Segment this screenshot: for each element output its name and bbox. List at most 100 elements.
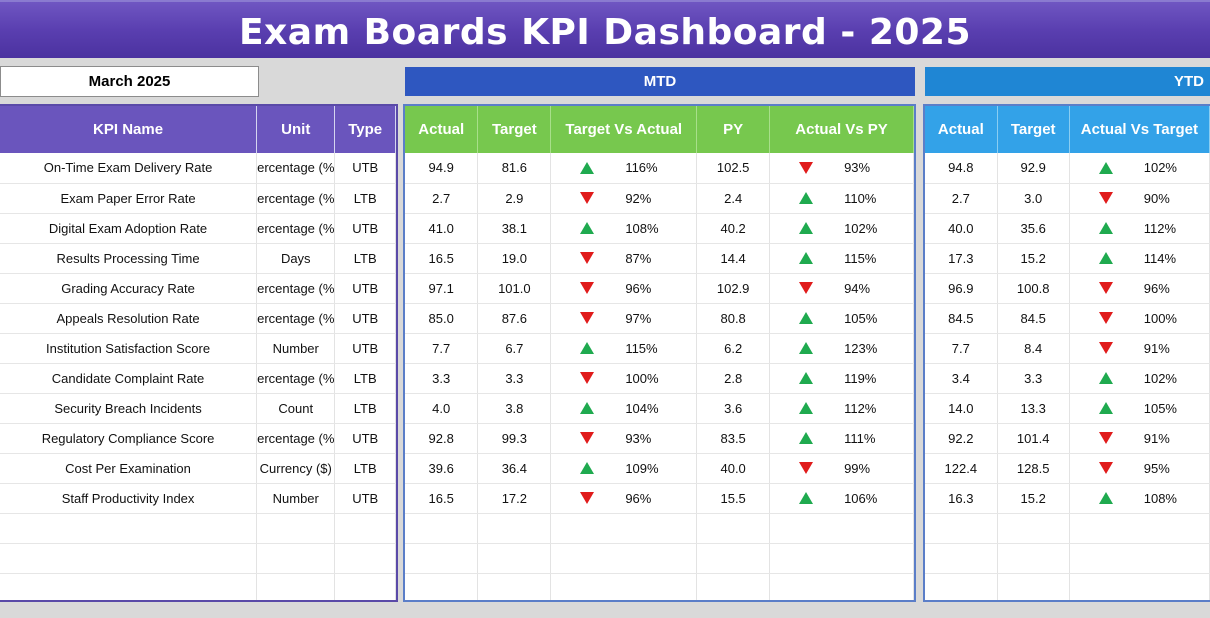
ytd-actual-vs-target-cell[interactable]: 112% bbox=[1069, 213, 1210, 244]
empty-cell[interactable] bbox=[256, 573, 336, 600]
mtd-target-vs-actual-cell[interactable]: 92% bbox=[550, 183, 698, 214]
mtd-target-cell[interactable]: 99.3 bbox=[477, 423, 552, 454]
kpi-name-cell[interactable]: Digital Exam Adoption Rate bbox=[0, 213, 258, 244]
empty-cell[interactable] bbox=[696, 513, 771, 544]
empty-cell[interactable] bbox=[256, 543, 336, 574]
ytd-actual-cell[interactable]: 92.2 bbox=[925, 423, 998, 454]
kpi-type-cell[interactable]: UTB bbox=[334, 303, 396, 334]
mtd-target-cell[interactable]: 3.8 bbox=[477, 393, 552, 424]
header-ytd-target[interactable]: Target bbox=[997, 106, 1070, 153]
empty-cell[interactable] bbox=[925, 513, 998, 544]
ytd-actual-vs-target-cell[interactable]: 105% bbox=[1069, 393, 1210, 424]
header-mtd-actual-vs-py[interactable]: Actual Vs PY bbox=[769, 106, 914, 153]
header-mtd-py[interactable]: PY bbox=[696, 106, 771, 153]
ytd-target-cell[interactable]: 13.3 bbox=[997, 393, 1070, 424]
ytd-actual-cell[interactable]: 2.7 bbox=[925, 183, 998, 214]
ytd-actual-cell[interactable]: 84.5 bbox=[925, 303, 998, 334]
kpi-unit-cell[interactable]: ercentage (% bbox=[256, 213, 336, 244]
mtd-target-vs-actual-cell[interactable]: 100% bbox=[550, 363, 698, 394]
mtd-target-vs-actual-cell[interactable]: 96% bbox=[550, 483, 698, 514]
mtd-actual-cell[interactable]: 16.5 bbox=[405, 243, 479, 274]
empty-cell[interactable] bbox=[1069, 543, 1210, 574]
mtd-target-cell[interactable]: 38.1 bbox=[477, 213, 552, 244]
mtd-target-cell[interactable]: 6.7 bbox=[477, 333, 552, 364]
ytd-actual-cell[interactable]: 94.8 bbox=[925, 153, 998, 184]
header-ytd-actual[interactable]: Actual bbox=[925, 106, 998, 153]
kpi-name-cell[interactable]: Cost Per Examination bbox=[0, 453, 258, 484]
kpi-unit-cell[interactable]: Number bbox=[256, 333, 336, 364]
mtd-py-cell[interactable]: 14.4 bbox=[696, 243, 771, 274]
empty-cell[interactable] bbox=[477, 513, 552, 544]
kpi-type-cell[interactable]: LTB bbox=[334, 393, 396, 424]
empty-cell[interactable] bbox=[550, 513, 698, 544]
mtd-py-cell[interactable]: 102.5 bbox=[696, 153, 771, 184]
mtd-target-vs-actual-cell[interactable]: 115% bbox=[550, 333, 698, 364]
ytd-actual-cell[interactable]: 3.4 bbox=[925, 363, 998, 394]
kpi-name-cell[interactable]: Regulatory Compliance Score bbox=[0, 423, 258, 454]
empty-cell[interactable] bbox=[1069, 513, 1210, 544]
ytd-actual-cell[interactable]: 16.3 bbox=[925, 483, 998, 514]
ytd-actual-vs-target-cell[interactable]: 95% bbox=[1069, 453, 1210, 484]
empty-cell[interactable] bbox=[550, 543, 698, 574]
kpi-type-cell[interactable]: UTB bbox=[334, 213, 396, 244]
header-type[interactable]: Type bbox=[334, 106, 396, 153]
mtd-py-cell[interactable]: 15.5 bbox=[696, 483, 771, 514]
mtd-target-vs-actual-cell[interactable]: 104% bbox=[550, 393, 698, 424]
mtd-actual-cell[interactable]: 16.5 bbox=[405, 483, 479, 514]
mtd-py-cell[interactable]: 6.2 bbox=[696, 333, 771, 364]
mtd-target-vs-actual-cell[interactable]: 97% bbox=[550, 303, 698, 334]
empty-cell[interactable] bbox=[334, 573, 396, 600]
empty-cell[interactable] bbox=[405, 573, 479, 600]
mtd-target-cell[interactable]: 19.0 bbox=[477, 243, 552, 274]
kpi-unit-cell[interactable]: ercentage (% bbox=[256, 423, 336, 454]
empty-cell[interactable] bbox=[769, 513, 914, 544]
mtd-actual-vs-py-cell[interactable]: 102% bbox=[769, 213, 914, 244]
kpi-unit-cell[interactable]: Number bbox=[256, 483, 336, 514]
empty-cell[interactable] bbox=[0, 513, 258, 544]
empty-cell[interactable] bbox=[997, 543, 1070, 574]
header-ytd-actual-vs-target[interactable]: Actual Vs Target bbox=[1069, 106, 1210, 153]
kpi-type-cell[interactable]: UTB bbox=[334, 333, 396, 364]
empty-cell[interactable] bbox=[334, 513, 396, 544]
ytd-actual-vs-target-cell[interactable]: 91% bbox=[1069, 423, 1210, 454]
header-mtd-target[interactable]: Target bbox=[477, 106, 552, 153]
header-kpi-name[interactable]: KPI Name bbox=[0, 106, 258, 153]
mtd-target-vs-actual-cell[interactable]: 108% bbox=[550, 213, 698, 244]
kpi-type-cell[interactable]: LTB bbox=[334, 363, 396, 394]
mtd-actual-vs-py-cell[interactable]: 99% bbox=[769, 453, 914, 484]
empty-cell[interactable] bbox=[925, 543, 998, 574]
ytd-actual-vs-target-cell[interactable]: 114% bbox=[1069, 243, 1210, 274]
ytd-target-cell[interactable]: 35.6 bbox=[997, 213, 1070, 244]
month-selector[interactable]: March 2025 bbox=[0, 66, 259, 97]
mtd-target-vs-actual-cell[interactable]: 109% bbox=[550, 453, 698, 484]
mtd-target-vs-actual-cell[interactable]: 87% bbox=[550, 243, 698, 274]
empty-cell[interactable] bbox=[477, 543, 552, 574]
mtd-actual-cell[interactable]: 92.8 bbox=[405, 423, 479, 454]
kpi-name-cell[interactable]: Security Breach Incidents bbox=[0, 393, 258, 424]
kpi-name-cell[interactable]: On-Time Exam Delivery Rate bbox=[0, 153, 258, 184]
mtd-target-cell[interactable]: 36.4 bbox=[477, 453, 552, 484]
ytd-target-cell[interactable]: 84.5 bbox=[997, 303, 1070, 334]
mtd-target-cell[interactable]: 101.0 bbox=[477, 273, 552, 304]
ytd-target-cell[interactable]: 15.2 bbox=[997, 483, 1070, 514]
mtd-py-cell[interactable]: 40.2 bbox=[696, 213, 771, 244]
header-mtd-actual[interactable]: Actual bbox=[405, 106, 479, 153]
kpi-name-cell[interactable]: Institution Satisfaction Score bbox=[0, 333, 258, 364]
mtd-target-vs-actual-cell[interactable]: 116% bbox=[550, 153, 698, 184]
empty-cell[interactable] bbox=[696, 543, 771, 574]
kpi-type-cell[interactable]: UTB bbox=[334, 483, 396, 514]
mtd-actual-cell[interactable]: 3.3 bbox=[405, 363, 479, 394]
kpi-type-cell[interactable]: UTB bbox=[334, 153, 396, 184]
ytd-actual-cell[interactable]: 14.0 bbox=[925, 393, 998, 424]
ytd-actual-cell[interactable]: 17.3 bbox=[925, 243, 998, 274]
header-mtd-target-vs-actual[interactable]: Target Vs Actual bbox=[550, 106, 698, 153]
mtd-py-cell[interactable]: 102.9 bbox=[696, 273, 771, 304]
mtd-actual-vs-py-cell[interactable]: 111% bbox=[769, 423, 914, 454]
mtd-py-cell[interactable]: 40.0 bbox=[696, 453, 771, 484]
empty-cell[interactable] bbox=[769, 573, 914, 600]
kpi-name-cell[interactable]: Results Processing Time bbox=[0, 243, 258, 274]
kpi-unit-cell[interactable]: ercentage (% bbox=[256, 183, 336, 214]
mtd-target-vs-actual-cell[interactable]: 96% bbox=[550, 273, 698, 304]
empty-cell[interactable] bbox=[997, 573, 1070, 600]
mtd-actual-cell[interactable]: 85.0 bbox=[405, 303, 479, 334]
